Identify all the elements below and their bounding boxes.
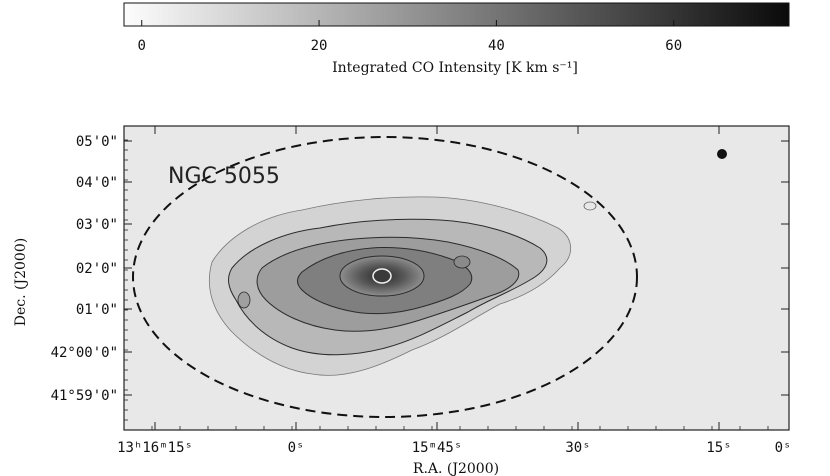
x-tick-label: 13ʰ16ᵐ15ˢ: [117, 440, 193, 456]
colorbar: 0 20 40 60 Integrated CO Intensity [K km s⁻…: [123, 2, 790, 76]
x-tick-label: 15ᵐ45ˢ: [412, 440, 463, 456]
y-tick-label: 04'0": [76, 175, 118, 191]
y-tick-label: 02'0": [76, 261, 118, 277]
map-panel: NGC 5055 13ʰ16ᵐ15ˢ 0ˢ 15ᵐ45ˢ 30ˢ 15ˢ 0ˢ 05'0" 0…: [13, 125, 792, 476]
galaxy-emission: [208, 196, 597, 376]
chart-title: NGC 5055: [168, 164, 280, 189]
contour-island-west: [237, 291, 251, 309]
x-tick-label: 0ˢ: [288, 440, 305, 456]
x-tick-label: 0ˢ: [775, 440, 792, 456]
colorbar-tick-label: 0: [138, 38, 146, 54]
colorbar-tick-label: 20: [311, 38, 328, 54]
colorbar-tick-label: 60: [665, 38, 682, 54]
contour-island-north: [583, 201, 597, 211]
y-tick-label: 05'0": [76, 134, 118, 150]
nucleus-contour: [372, 268, 392, 284]
colorbar-gradient: [123, 2, 790, 27]
y-tick-label: 41°59'0": [51, 388, 118, 404]
x-tick-label: 30ˢ: [565, 440, 590, 456]
colorbar-label: Integrated CO Intensity [K km s⁻¹]: [332, 60, 578, 76]
x-tick-label: 15ˢ: [706, 440, 731, 456]
map-frame: [123, 125, 790, 431]
colorbar-tick-label: 40: [488, 38, 505, 54]
contour-island-east: [453, 255, 471, 269]
y-axis-label: Dec. (J2000): [13, 238, 29, 326]
field-boundary-ellipse: [132, 136, 638, 418]
x-axis-label: R.A. (J2000): [413, 461, 499, 476]
beam-marker: [717, 149, 727, 159]
y-tick-label: 01'0": [76, 302, 118, 318]
y-tick-label: 03'0": [76, 217, 118, 233]
y-tick-label: 42°00'0": [51, 345, 118, 361]
